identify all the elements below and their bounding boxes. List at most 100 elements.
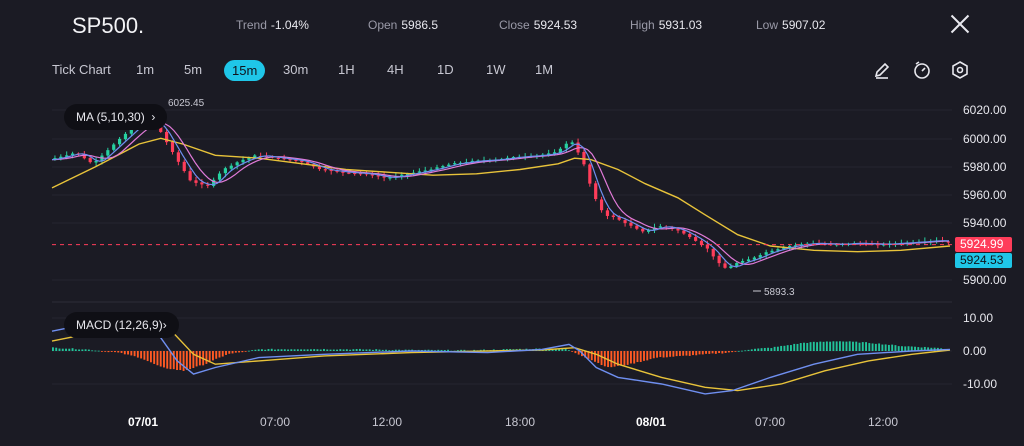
tab-1w[interactable]: 1W [486, 62, 506, 77]
close-price-label: 5924.53 [960, 253, 1004, 267]
candle-body [347, 172, 351, 174]
macd-bar [277, 349, 280, 351]
tab-30m[interactable]: 30m [283, 62, 309, 77]
macd-bar [300, 349, 303, 351]
candle-body [558, 148, 563, 153]
macd-tick: -10.00 [963, 377, 997, 391]
macd-bar [871, 343, 874, 351]
macd-bar [907, 346, 910, 351]
macd-bar [623, 351, 626, 366]
macd-bar [110, 351, 113, 352]
tab-15m[interactable]: 15m [224, 60, 266, 81]
candle-body [617, 217, 621, 220]
macd-bar [567, 350, 570, 351]
macd-bar [558, 348, 561, 351]
tab-1d[interactable]: 1D [437, 62, 454, 77]
macd-bar [812, 341, 815, 351]
macd-bar [447, 349, 450, 351]
settings-icon[interactable] [950, 60, 970, 80]
timer-icon[interactable] [912, 60, 932, 80]
macd-bar [780, 345, 783, 351]
candle-body [335, 170, 339, 172]
macd-bar [600, 351, 603, 366]
tab-4h[interactable]: 4H [387, 62, 404, 77]
low-stat: Low 5907.02 [756, 18, 826, 32]
candle-body [329, 169, 333, 172]
candle-body [217, 173, 222, 180]
high-annotation: 6025.45 [168, 98, 205, 109]
candle-body [641, 228, 645, 232]
candle-body [764, 252, 768, 255]
candle-body [629, 222, 633, 226]
tab-tick-chart[interactable]: Tick Chart [52, 62, 111, 77]
macd-bar [437, 349, 440, 351]
macd-bar [718, 351, 721, 354]
tab-1m-month[interactable]: 1M [535, 62, 554, 77]
macd-bar [365, 349, 368, 351]
candle-body [611, 215, 615, 218]
macd-bar [323, 348, 325, 351]
macd-bar [65, 348, 67, 351]
macd-bar [757, 348, 760, 351]
macd-bar [287, 349, 290, 351]
macd-bar [228, 351, 231, 354]
macd-bar [306, 349, 309, 351]
macd-bar [646, 351, 649, 361]
macd-bar [74, 349, 77, 351]
macd-bar [241, 351, 244, 353]
close-price-badge [955, 253, 1012, 268]
macd-bar [734, 351, 737, 352]
macd-bar [662, 351, 665, 358]
macd-bar [280, 349, 283, 351]
tab-1m[interactable]: 1m [136, 62, 155, 77]
candle-body [699, 240, 704, 245]
draw-icon[interactable] [872, 60, 892, 80]
macd-bar [319, 349, 322, 351]
macd-bar [904, 346, 907, 351]
time-tick: 07:00 [260, 415, 290, 429]
header-bar: SP500. Trend -1.04% Open 5986.5 Close 5924.… [0, 0, 1024, 50]
macd-bar [381, 349, 384, 351]
candle-body [112, 144, 116, 150]
macd-bar [613, 351, 616, 367]
time-tick: 08/01 [636, 415, 666, 429]
candle-body [623, 220, 627, 224]
macd-bar [71, 348, 74, 351]
macd-bar [264, 349, 267, 351]
macd-bar [140, 351, 143, 359]
candle-body [705, 244, 709, 249]
macd-bar [688, 351, 691, 356]
macd-bar [577, 351, 580, 355]
candle-body [176, 152, 180, 162]
macd-bar [754, 348, 756, 351]
macd-bar [483, 349, 485, 351]
macd-bar [443, 350, 446, 351]
macd-bar [385, 349, 387, 351]
macd-bar [316, 349, 319, 351]
macd-bar [930, 347, 933, 351]
candle-body [770, 250, 774, 253]
macd-bar [861, 342, 864, 351]
macd-bar [721, 351, 724, 354]
candle-body [94, 160, 98, 163]
macd-indicator-pill[interactable]: MACD (12,26,9)› [64, 312, 179, 338]
macd-bar [865, 342, 867, 351]
macd-bar [427, 349, 430, 351]
tab-1h[interactable]: 1H [338, 62, 355, 77]
ma-indicator-pill[interactable]: MA (5,10,30) › [64, 104, 168, 130]
macd-bar [783, 345, 786, 351]
macd-bar [368, 349, 371, 351]
macd-histogram [52, 341, 949, 371]
macd-bar [274, 349, 276, 351]
macd-bar [267, 348, 270, 351]
macd-bar [251, 350, 254, 351]
macd-bar [776, 346, 779, 351]
macd-bar [68, 348, 71, 351]
tab-5m[interactable]: 5m [184, 62, 203, 77]
macd-bar [894, 345, 897, 351]
candle-body [70, 153, 75, 156]
macd-bar [610, 351, 613, 368]
macd-bar [701, 351, 704, 355]
candle-body [570, 142, 574, 145]
